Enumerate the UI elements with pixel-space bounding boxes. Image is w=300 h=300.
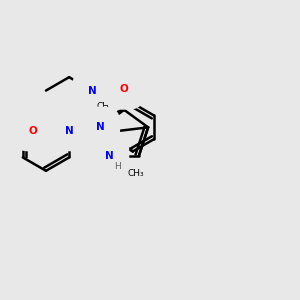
Text: N: N bbox=[65, 126, 74, 136]
Text: O: O bbox=[120, 84, 128, 94]
Text: H: H bbox=[94, 117, 101, 126]
Text: CH₃: CH₃ bbox=[128, 169, 144, 178]
Text: H: H bbox=[115, 162, 122, 171]
Text: N: N bbox=[105, 151, 114, 160]
Text: N: N bbox=[96, 122, 104, 132]
Text: O: O bbox=[28, 126, 37, 136]
Text: CH₃: CH₃ bbox=[97, 102, 113, 111]
Text: N: N bbox=[88, 85, 97, 96]
